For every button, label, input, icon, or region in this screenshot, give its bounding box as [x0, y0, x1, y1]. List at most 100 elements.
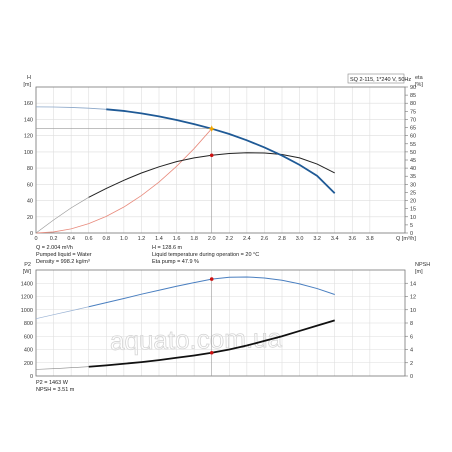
- y-right-tick-label: 35: [410, 174, 416, 180]
- y-right-tick-label: 25: [410, 190, 416, 196]
- y-right-tick-label: 60: [410, 134, 416, 140]
- npsh-tick-label: 8: [410, 321, 413, 327]
- x-tick-label: 2.2: [225, 236, 233, 242]
- top-gridlines: [35, 87, 405, 234]
- head-curve-extended: [35, 106, 107, 110]
- info-temperature: Liquid temperature during operation = 20…: [152, 252, 259, 258]
- y-tick-label: 20: [27, 215, 33, 221]
- x-tick-label: 2.4: [243, 236, 251, 242]
- y-tick-label: 120: [24, 134, 33, 140]
- info-npsh: NPSH = 3.51 m: [36, 387, 75, 393]
- y-tick-label: 100: [24, 150, 33, 156]
- info-flow: Q = 2.004 m³/h: [36, 245, 73, 251]
- p2-tick-label: 0: [30, 374, 33, 380]
- duty-point-info: Q = 2.004 m³/h Pumped liquid = Water Den…: [36, 245, 259, 265]
- x-tick-label: 3.4: [331, 236, 339, 242]
- y-right-tick-label: 75: [410, 109, 416, 115]
- x-tick-label: 3.8: [366, 236, 374, 242]
- bottom-info: P2 = 1463 W NPSH = 3.51 m: [36, 380, 75, 393]
- y-right-title-1: eta: [415, 75, 424, 81]
- p2-axis-title-2: [W]: [23, 269, 32, 275]
- npsh-tick-label: 12: [410, 295, 416, 301]
- top-series: [35, 106, 336, 234]
- npsh-tick-label: 4: [410, 348, 413, 354]
- x-tick-label: 2.0: [208, 236, 216, 242]
- x-tick-label: 3.2: [313, 236, 321, 242]
- head-eta-panel: 0 20 40 60 80 100 120 140 160 0 5 10 15 20 25 30 35 40 45…: [23, 73, 424, 242]
- info-liquid: Pumped liquid = Water: [36, 252, 92, 258]
- info-eta: Eta pump = 47.9 %: [152, 259, 199, 265]
- p2-tick-label: 400: [24, 348, 33, 354]
- x-tick-label: 1.4: [155, 236, 163, 242]
- y-right-tick-label: 10: [410, 215, 416, 221]
- x-tick-label: 0.8: [102, 236, 110, 242]
- npsh-tick-label: 0: [410, 374, 413, 380]
- p2-npsh-panel: 0 200 400 600 800 1000 1200 1400 0 2 4 6 8 10 12 14 P2…: [21, 262, 431, 380]
- p2-tick-label: 200: [24, 361, 33, 367]
- x-tick-label: 1.6: [173, 236, 181, 242]
- y-right-tick-label: 50: [410, 150, 416, 156]
- x-tick-label: 1.2: [138, 236, 146, 242]
- x-tick-label: 0.6: [85, 236, 93, 242]
- x-tick-label: 3.6: [348, 236, 356, 242]
- head-curve: [106, 108, 336, 194]
- npsh-curve-extended: [35, 366, 89, 370]
- x-tick-label: 3.0: [296, 236, 304, 242]
- info-density: Density = 998.2 kg/m³: [36, 259, 90, 265]
- p2-tick-label: 600: [24, 334, 33, 340]
- x-tick-label: 0.4: [67, 236, 75, 242]
- y-right-tick-label: 45: [410, 158, 416, 164]
- p2-duty-point: [209, 277, 214, 281]
- y-tick-label: 160: [24, 101, 33, 107]
- y-right-tick-label: 20: [410, 199, 416, 205]
- p2-tick-label: 1400: [21, 281, 33, 287]
- p2-tick-label: 800: [24, 321, 33, 327]
- bottom-right-axis: 0 2 4 6 8 10 12 14: [405, 281, 416, 380]
- info-head: H = 128.6 m: [152, 245, 183, 251]
- top-plot-frame: [35, 86, 406, 234]
- p2-curve-extended: [35, 306, 89, 320]
- y-right-tick-label: 90: [410, 85, 416, 91]
- x-tick-label: 0: [34, 236, 37, 242]
- npsh-duty-point: [209, 350, 214, 355]
- y-right-tick-label: 30: [410, 182, 416, 188]
- npsh-tick-label: 2: [410, 361, 413, 367]
- bottom-series: [35, 276, 335, 376]
- top-left-axis: 0 20 40 60 80 100 120 140 160: [24, 101, 33, 237]
- x-tick-label: 1.8: [190, 236, 198, 242]
- y-right-tick-label: 70: [410, 117, 416, 123]
- x-axis-title: Q [m³/h]: [396, 236, 416, 242]
- y-left-title-1: H: [27, 75, 31, 81]
- eta-duty-point: [209, 153, 214, 158]
- watermark: aquato.com.ua: [110, 323, 283, 356]
- npsh-axis-title-2: [m]: [415, 269, 423, 275]
- eta-curve-extended: [35, 197, 89, 234]
- y-right-tick-label: 40: [410, 166, 416, 172]
- y-right-tick-label: 80: [410, 101, 416, 107]
- y-right-title-2: [%]: [415, 82, 423, 88]
- npsh-tick-label: 6: [410, 334, 413, 340]
- x-tick-label: 1.0: [120, 236, 128, 242]
- chart-title: SQ 2-115, 1*240 V, 50Hz: [350, 77, 411, 83]
- y-right-tick-label: 85: [410, 93, 416, 99]
- x-axis: 0 0.2 0.4 0.6 0.8 1.0 1.2 1.4 1.6 1.8 2.0 2.2 2.4 2.6…: [34, 236, 373, 242]
- y-tick-label: 80: [27, 166, 33, 172]
- head-duty-point: [208, 125, 216, 133]
- y-tick-label: 40: [27, 199, 33, 205]
- npsh-tick-label: 10: [410, 308, 416, 314]
- info-p2: P2 = 1463 W: [36, 380, 69, 386]
- y-tick-label: 0: [30, 231, 33, 237]
- p2-tick-label: 1000: [21, 308, 33, 314]
- p2-axis-title-1: P2: [24, 262, 31, 268]
- npsh-axis-title-1: NPSH: [415, 262, 430, 268]
- x-tick-label: 2.8: [278, 236, 286, 242]
- p2-tick-label: 1200: [21, 295, 33, 301]
- top-right-axis: 0 5 10 15 20 25 30 35 40 45 50 55 60 65 70 75 80 85 90: [405, 85, 416, 237]
- y-right-tick-label: 0: [410, 231, 413, 237]
- y-left-title-2: [m]: [23, 82, 31, 88]
- x-tick-label: 0.2: [50, 236, 58, 242]
- x-tick-label: 2.6: [261, 236, 269, 242]
- bottom-gridlines: [35, 270, 405, 377]
- y-right-tick-label: 5: [410, 223, 413, 229]
